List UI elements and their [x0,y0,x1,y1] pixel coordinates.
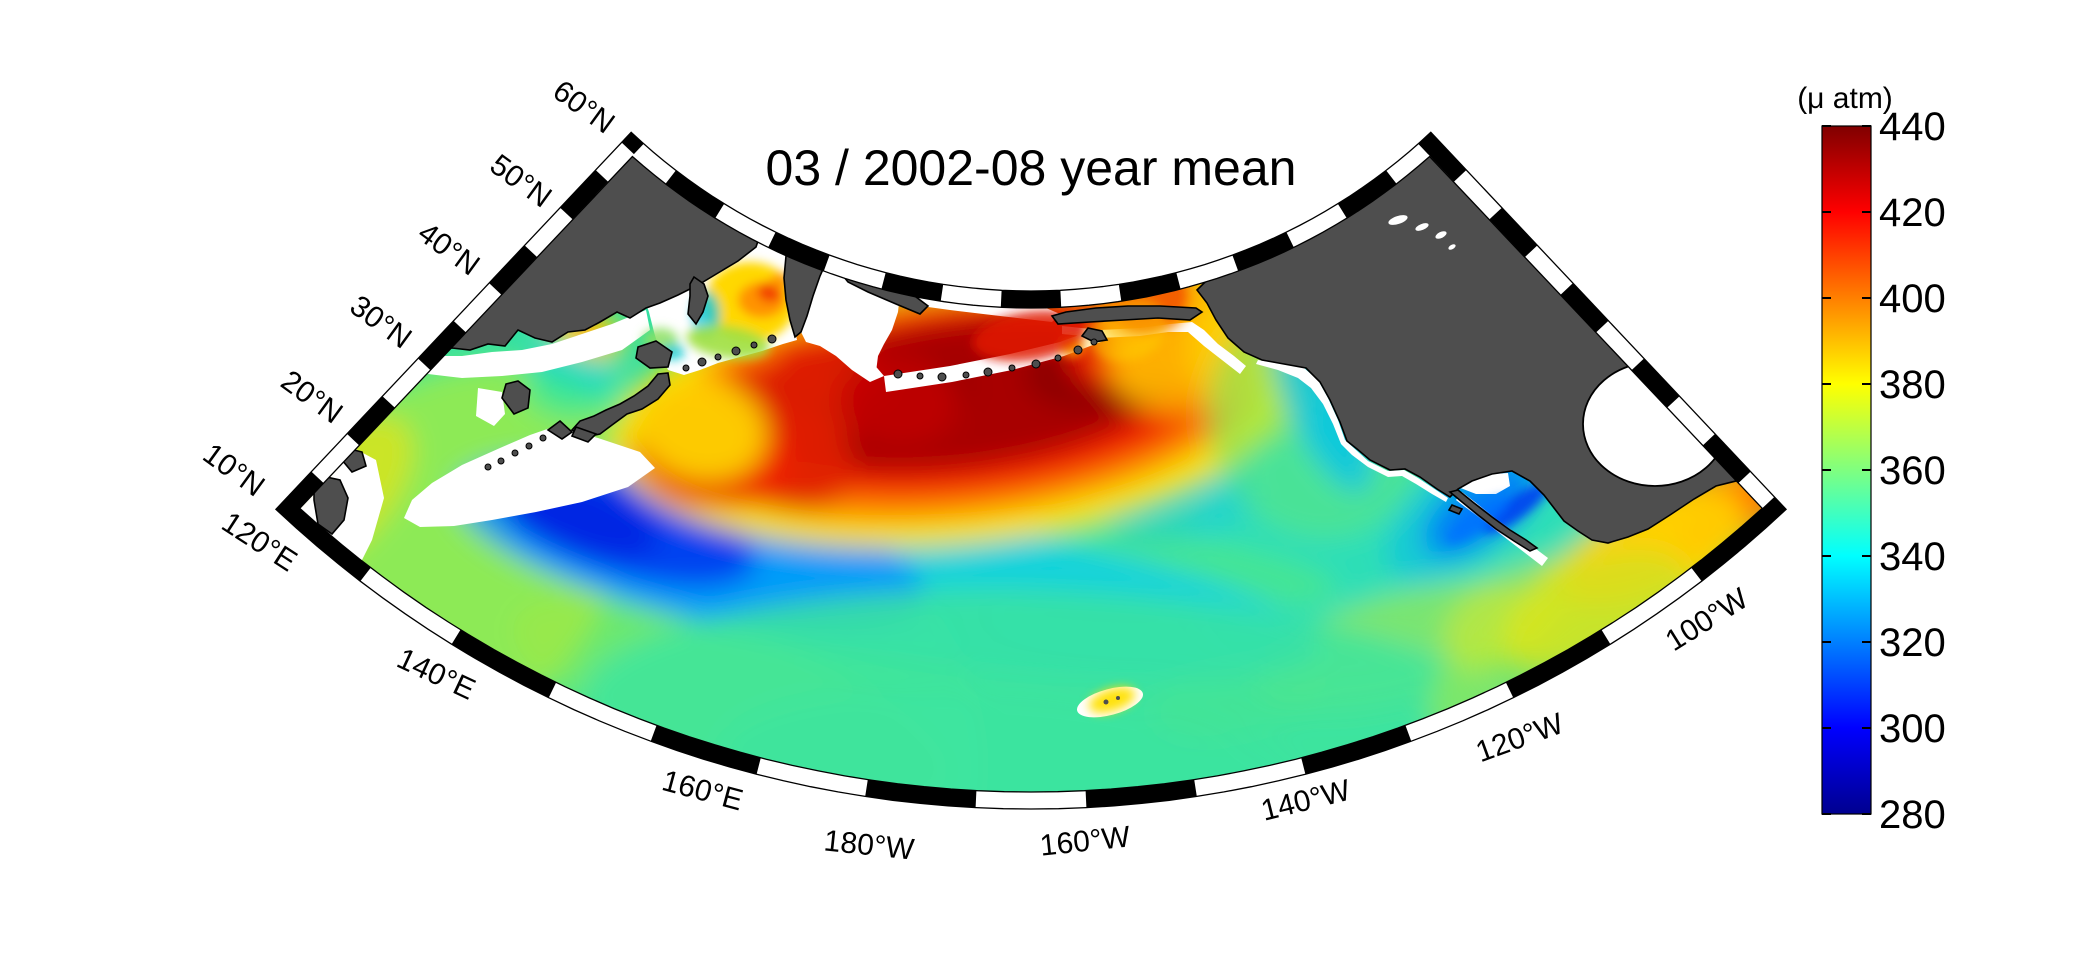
svg-text:420: 420 [1879,191,1946,235]
svg-text:280: 280 [1879,793,1946,837]
svg-text:340: 340 [1879,535,1946,579]
svg-text:380: 380 [1879,363,1946,407]
svg-text:03 / 2002-08 year mean: 03 / 2002-08 year mean [766,140,1297,196]
svg-text:440: 440 [1879,105,1946,149]
svg-text:(μ atm): (μ atm) [1797,82,1893,115]
svg-text:360: 360 [1879,449,1946,493]
svg-text:320: 320 [1879,621,1946,665]
svg-text:400: 400 [1879,277,1946,321]
svg-text:300: 300 [1879,707,1946,751]
